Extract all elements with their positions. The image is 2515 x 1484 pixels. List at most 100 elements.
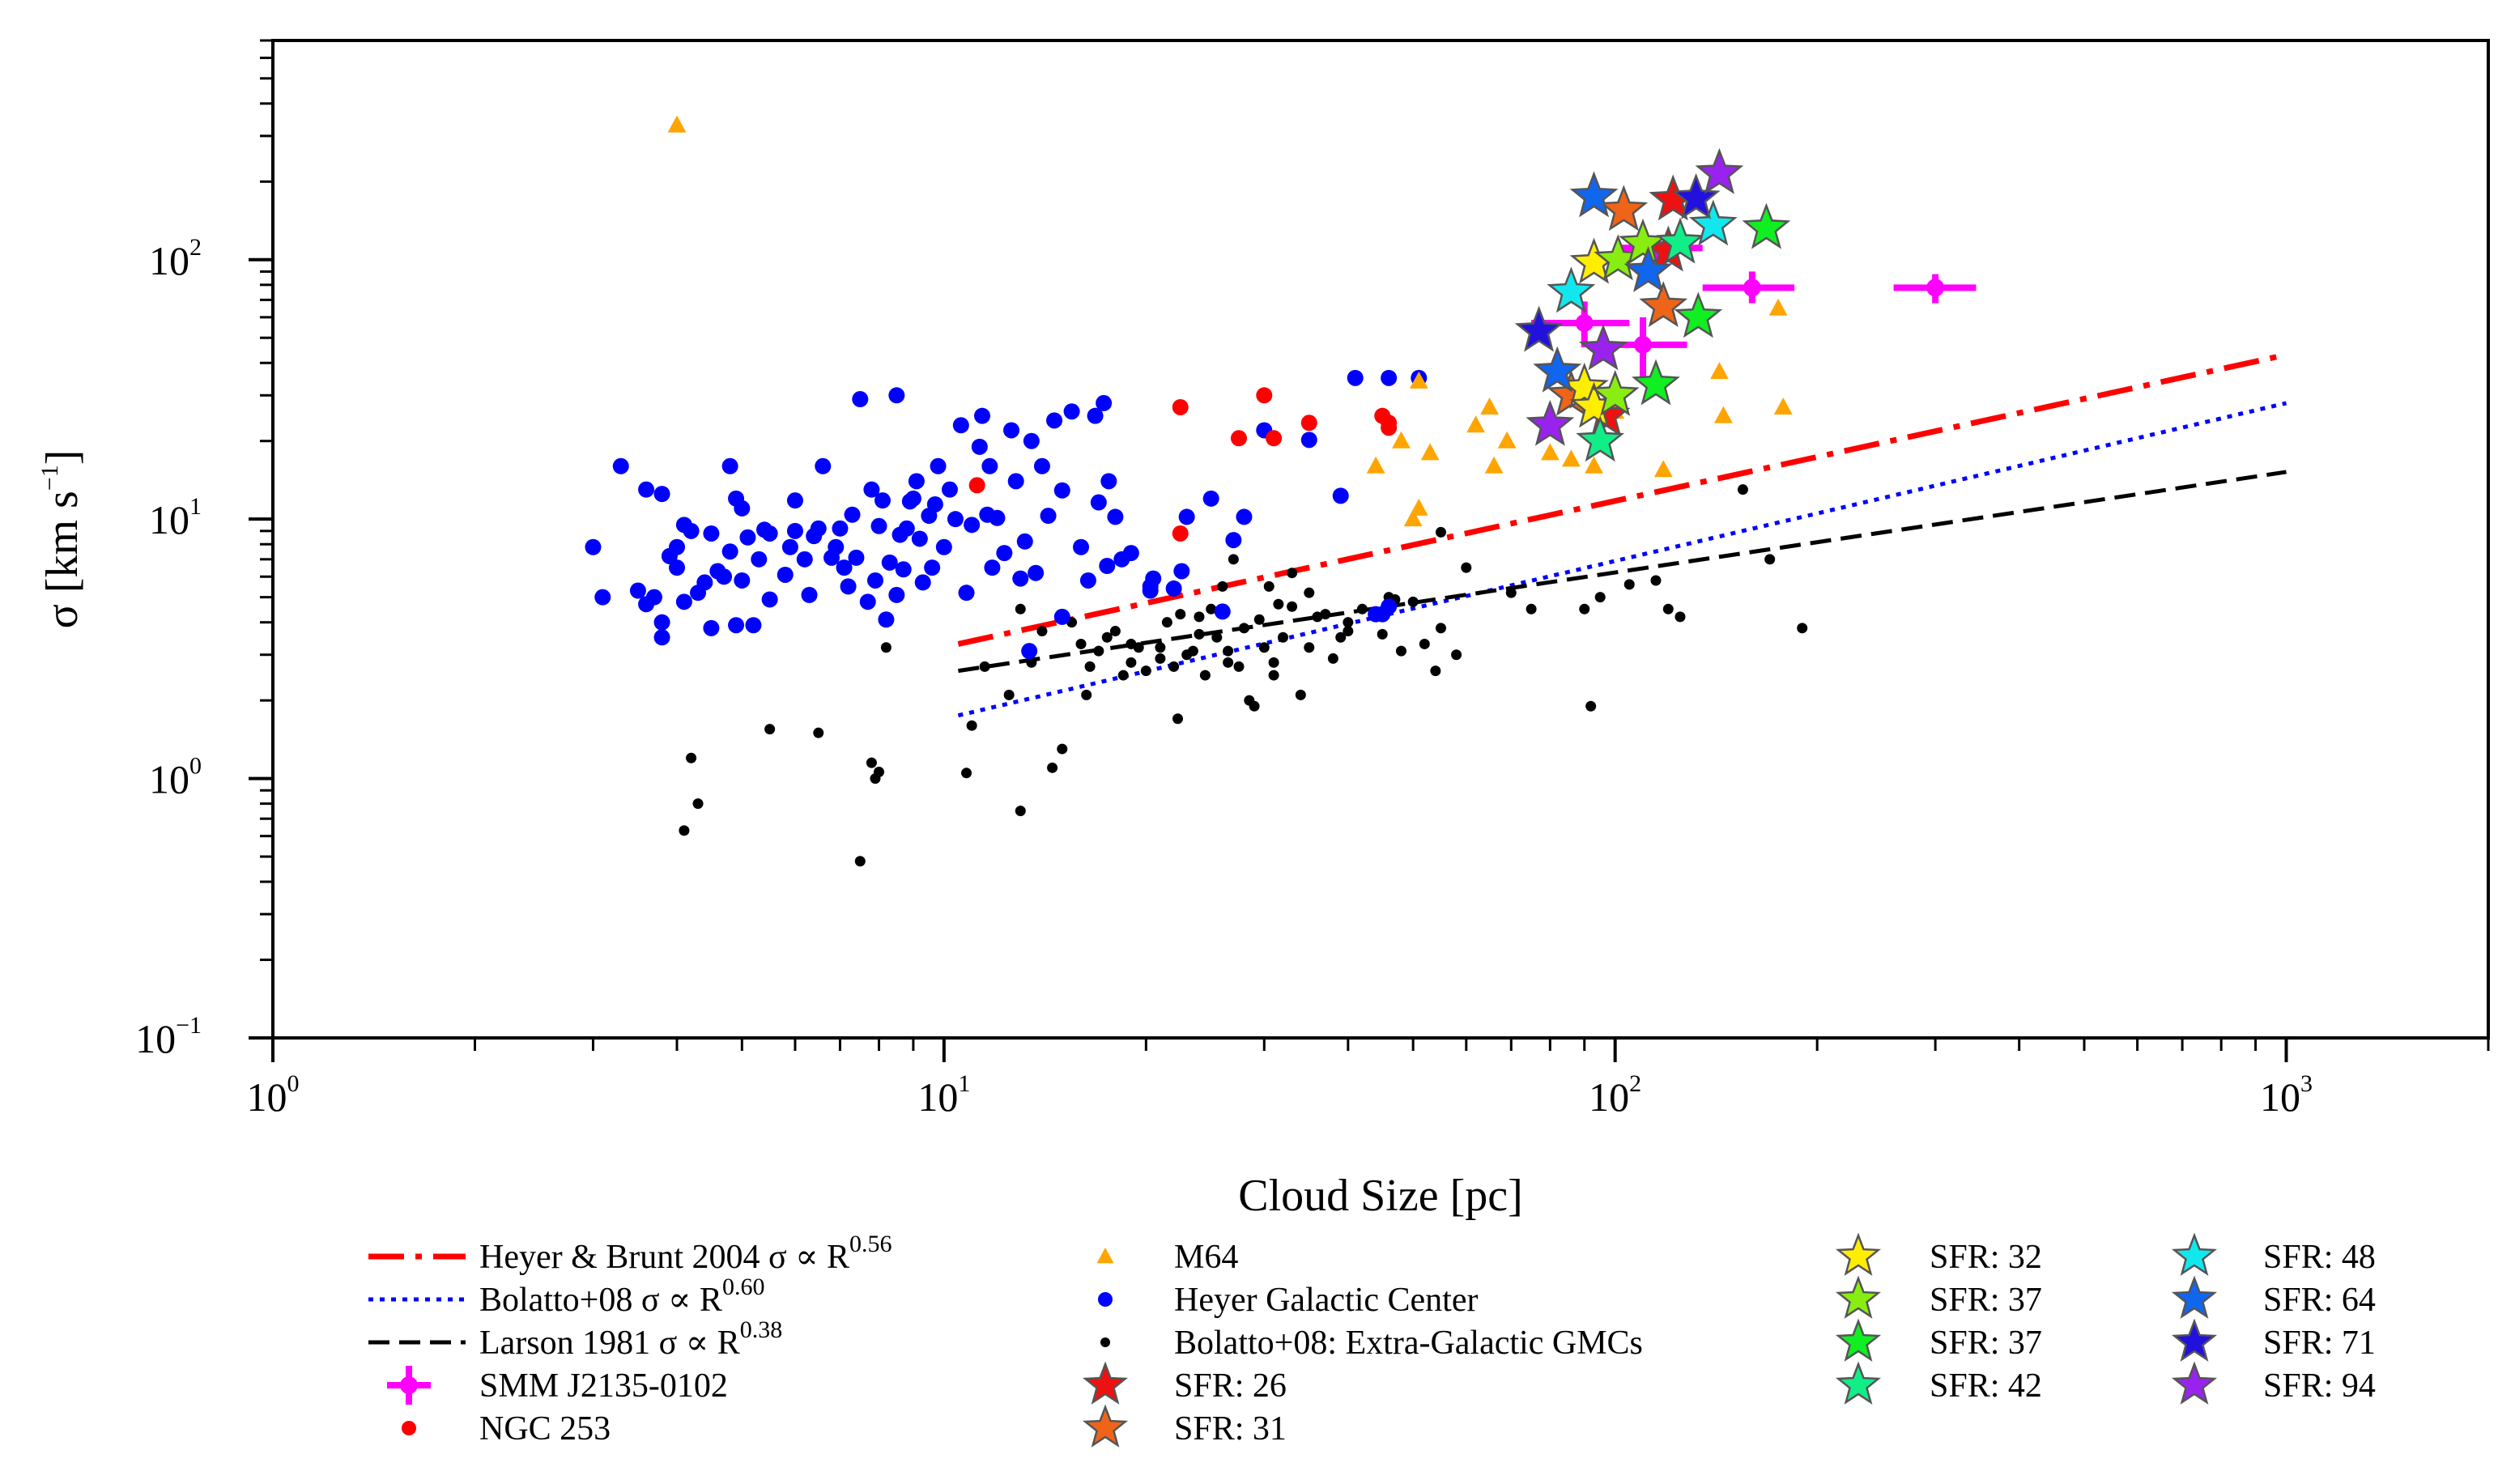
sfr-legend-swatch [1835, 1318, 1882, 1362]
bolatto-extragalactic-point [1797, 623, 1808, 634]
y-tick-label: 100 [149, 753, 202, 802]
bolatto-extragalactic-point [764, 724, 776, 735]
bolatto-extragalactic-point [1650, 575, 1662, 586]
m64-point [667, 115, 687, 133]
sfr-legend-swatch [1835, 1275, 1882, 1319]
heyer-galactic-center-point [1028, 564, 1045, 581]
x-tick-label: 101 [917, 1070, 970, 1120]
heyer-galactic-center-point [935, 538, 952, 555]
bolatto-extragalactic-point [961, 768, 972, 779]
heyer-galactic-center-point [638, 481, 655, 498]
heyer-galactic-center-point [1073, 538, 1090, 555]
heyer-galactic-center-point [878, 611, 895, 628]
ngc253-point [1172, 398, 1189, 415]
bolatto-extragalactic-point [1356, 603, 1368, 614]
bolatto-extragalactic-point [1335, 631, 1347, 643]
sfr-legend-label: SFR: 71 [2263, 1325, 2376, 1362]
ngc253-point [968, 477, 985, 494]
heyer-galactic-center-point [796, 551, 813, 568]
bolatto-extragalactic-point [1526, 603, 1537, 614]
bolatto-extragalactic-point [1419, 638, 1430, 649]
bolatto-extragalactic-point [1278, 631, 1289, 643]
heyer-galactic-center-point [952, 417, 969, 434]
bolatto-extragalactic-point [1081, 689, 1092, 700]
bolatto-extragalactic-point [1117, 670, 1129, 681]
heyer-galactic-center-point [964, 517, 981, 534]
ngc253-point [1172, 525, 1189, 542]
heyer-galactic-center-point [832, 520, 849, 537]
heyer-galactic-center-point [866, 572, 883, 589]
smm-legend-label: SMM J2135-0102 [479, 1367, 728, 1405]
y-tick-label: 102 [149, 234, 202, 283]
sfr-star-point [1623, 245, 1673, 292]
heyer-galactic-center-point [973, 407, 990, 424]
bolatto-extragalactic-point [1764, 554, 1776, 565]
heyer-galactic-center-point [703, 525, 720, 542]
heyer-galactic-center-point [703, 619, 720, 636]
sfr-legend-swatch [2171, 1318, 2218, 1362]
heyer-galactic-center-point [840, 578, 857, 595]
bolatto-extragalactic-point [1343, 626, 1354, 637]
bolatto-extragalactic-point [1430, 665, 1441, 677]
heyer-galactic-center-point [836, 559, 853, 576]
sfr-legend-swatch [2171, 1232, 2218, 1276]
bolatto-extragalactic-point [1268, 670, 1279, 681]
m64-point [1710, 362, 1729, 380]
ngc253-point [1256, 387, 1273, 404]
bolatto-extragalactic-point [692, 798, 704, 810]
bolatto-extragalactic-point [1295, 689, 1306, 700]
bolatto-extragalactic-point [1206, 603, 1217, 614]
heyer-galactic-center-point [734, 500, 751, 517]
heyer-galactic-center-point [848, 549, 865, 566]
ngc253-legend-swatch [402, 1421, 416, 1435]
plot-data [585, 115, 2287, 867]
bolatto-extragalactic-point [866, 757, 877, 768]
m64-point [1484, 456, 1504, 474]
bolatto-extragalactic-point [1015, 603, 1026, 614]
bolatto-extragalactic-point [1217, 580, 1228, 592]
bolatto-extragalactic-point [1194, 611, 1205, 623]
heyer-galactic-center-point [653, 486, 670, 503]
bolatto-extragalactic-point [1015, 806, 1026, 817]
bolatto-extragalactic-point [1223, 645, 1234, 657]
bolatto-extragalactic-point [1223, 657, 1234, 668]
bolatto-extragalactic-point [1233, 661, 1245, 672]
heyer-galactic-center-point [1347, 369, 1364, 386]
plot-frame [271, 39, 2490, 1040]
ngc253-point [1230, 430, 1247, 447]
bolatto-extragalactic-point [854, 856, 866, 867]
heyer-galactic-center-point [585, 538, 602, 555]
sfr-star-point [1547, 266, 1596, 313]
bolatto-extragalactic-point [1093, 645, 1104, 657]
ngc253-point [1266, 430, 1283, 447]
heyer-galactic-center-point [904, 490, 921, 507]
bolatto-extragalactic-point [813, 727, 824, 738]
heyer-galactic-center-point [728, 617, 745, 634]
m64-point [1773, 397, 1793, 415]
bolatto-extragalactic-point [1194, 628, 1205, 640]
heyer-galactic-center-point [1178, 508, 1195, 525]
sfr-star-point [1590, 369, 1640, 416]
heyer-galactic-center-point [669, 559, 686, 576]
heyer-gc-legend-label: Heyer Galactic Center [1174, 1282, 1478, 1319]
heyer-galactic-center-point [863, 481, 880, 498]
heyer-galactic-center-point [1122, 545, 1139, 562]
x-tick-label: 102 [1589, 1070, 1641, 1120]
bolatto-extragalactic-point [1126, 638, 1137, 649]
heyer-gc-legend-swatch [1098, 1292, 1113, 1307]
heyer-galactic-center-point [914, 574, 931, 591]
heyer-galactic-center-point [895, 561, 912, 578]
sfr-legend-swatch [2171, 1361, 2218, 1405]
heyer-galactic-center-point [996, 545, 1013, 562]
sfr-star-point [1576, 415, 1625, 462]
sfr-star-point [1742, 202, 1791, 249]
m64-point [1366, 456, 1385, 474]
heyer-galactic-center-point [1087, 407, 1104, 424]
heyer-galactic-center-point [1099, 558, 1116, 575]
bolatto-extragalactic-point [1175, 609, 1186, 620]
smm-j2135-point [1893, 274, 1977, 304]
bolatto-extragalactic-point [1084, 661, 1096, 672]
m64-point [1420, 443, 1440, 461]
heyer-galactic-center-point [1202, 490, 1219, 507]
heyer-galactic-center-point [981, 457, 998, 474]
